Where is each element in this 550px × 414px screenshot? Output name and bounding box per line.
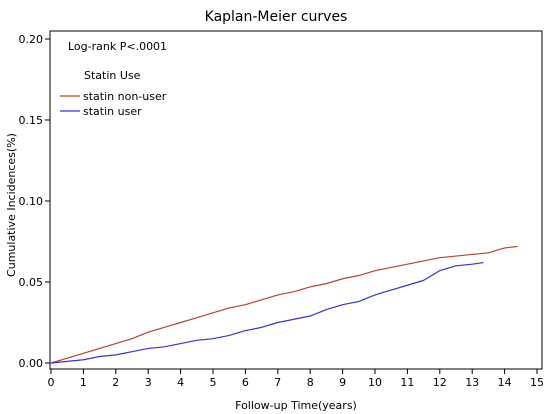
- x-tick-label: 15: [530, 376, 544, 389]
- x-tick-label: 0: [48, 376, 55, 389]
- x-axis-label: Follow-up Time(years): [235, 399, 357, 412]
- x-tick-label: 13: [465, 376, 479, 389]
- x-tick-label: 11: [400, 376, 414, 389]
- legend: Statin Use statin non-user statin user: [60, 69, 167, 118]
- x-axis: 0 1 2 3 4 5 6 7 8 9 10 11 12 13 14 15: [48, 369, 544, 389]
- legend-title: Statin Use: [84, 69, 141, 82]
- legend-label-statin-user: statin user: [83, 105, 142, 118]
- series-line-statin-user: [50, 261, 484, 364]
- x-tick-label: 14: [498, 376, 512, 389]
- x-tick-label: 8: [307, 376, 314, 389]
- x-tick-label: 9: [339, 376, 346, 389]
- x-tick-label: 5: [210, 376, 217, 389]
- y-tick-label: 0.15: [19, 114, 44, 127]
- y-axis: 0.00 0.05 0.10 0.15 0.20: [19, 33, 50, 370]
- plot-area: [49, 30, 543, 370]
- x-tick-label: 1: [80, 376, 87, 389]
- legend-label-statin-non-user: statin non-user: [83, 90, 167, 103]
- x-tick-label: 3: [145, 376, 152, 389]
- series-layer: [50, 245, 518, 364]
- x-tick-label: 2: [112, 376, 119, 389]
- y-tick-label: 0.00: [19, 357, 44, 370]
- x-tick-label: 12: [433, 376, 447, 389]
- y-axis-label: Cumulative Incidences(%): [5, 133, 18, 277]
- y-tick-label: 0.05: [19, 276, 44, 289]
- chart-title: Kaplan-Meier curves: [205, 9, 348, 25]
- x-tick-label: 4: [177, 376, 184, 389]
- x-tick-label: 6: [242, 376, 249, 389]
- log-rank-annotation: Log-rank P<.0001: [68, 40, 167, 53]
- series-line-statin-non-user: [50, 245, 518, 364]
- y-tick-label: 0.10: [19, 195, 44, 208]
- x-tick-label: 10: [368, 376, 382, 389]
- x-tick-label: 7: [274, 376, 281, 389]
- y-tick-label: 0.20: [19, 33, 44, 46]
